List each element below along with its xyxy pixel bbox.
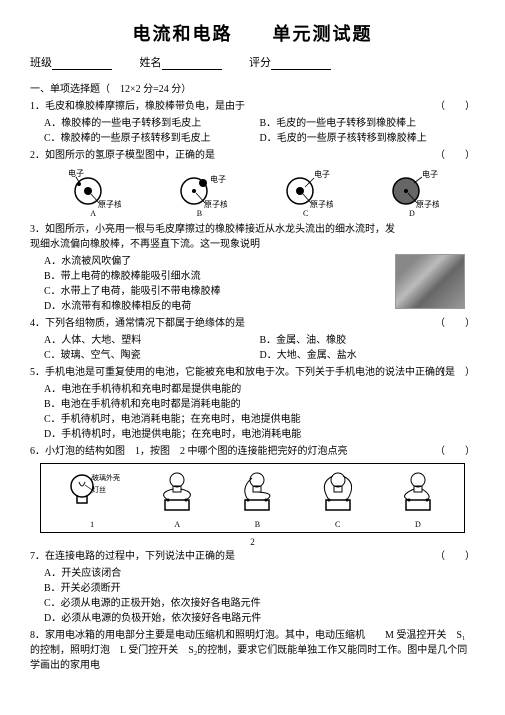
q7: 7．在连接电路的过程中，下列说法中正确的是（ ） [30,549,475,564]
score-label: 评分 [249,54,271,70]
svg-text:原子核: 原子核 [310,199,333,209]
atom-c-icon: 电子 原子核 [278,167,333,209]
circuit-a-icon [152,468,202,518]
q4-paren: （ ） [435,316,475,331]
info-row: 班级 姓名 评分 [30,54,475,70]
svg-text:原子核: 原子核 [416,199,439,209]
q6: 6．小灯泡的结构如图 1，按图 2 中哪个图的连接能把完好的灯泡点亮（ ） [30,444,475,459]
atom-a-icon: 电子 原子核 [66,167,121,209]
svg-text:灯丝: 灯丝 [92,485,106,494]
name-label: 姓名 [140,54,162,70]
score-blank [271,58,331,70]
q7-paren: （ ） [435,549,475,564]
q1: 1．毛皮和橡胶棒摩擦后，橡胶棒带负电，是由于（ ） [30,99,475,114]
svg-text:原子核: 原子核 [204,199,227,209]
q8: 8．家用电冰箱的用电部分主要是电动压缩机和照明灯泡。其中，电动压缩机 M 受温控… [30,628,475,673]
q6-paren: （ ） [435,444,475,459]
fig1-label: 1 [62,520,122,529]
q5-opt-b: B．电池在手机待机和充电时都是消耗电能的 [30,397,475,412]
circuit-b-icon [232,468,282,518]
svg-text:电子: 电子 [68,168,84,178]
q4-opt-d: D．大地、金属、盐水 [260,348,476,363]
atom-label-c: C [278,209,333,218]
q2-paren: （ ） [435,148,475,163]
q4: 4．下列各组物质，通常情况下都属于绝缘体的是（ ） [30,316,475,331]
q4-opt-a: A．人体、大地、塑料 [44,333,260,348]
q1-opt-d: D．毛皮的一些原子核转移到橡胶棒上 [260,131,476,146]
q7-opt-d: D．必须从电源的负极开始，依次接好各电路元件 [30,611,475,626]
atom-label-b: B [172,209,227,218]
section-1-heading: 一、单项选择题（ 12×2 分=24 分） [30,80,475,95]
svg-text:电子: 电子 [314,169,330,179]
circuit-c-icon [313,468,363,518]
circuit-label-b: B [232,520,282,529]
class-label: 班级 [30,54,52,70]
q3: 3．如图所示，小亮用一根与毛皮摩擦过的橡胶棒接近从水龙头流出的细水流时，发现细水… [30,222,475,252]
atom-d-icon: 电子 原子核 [384,167,439,209]
q5-paren: （ ） [435,365,475,380]
q7-opt-a: A．开关应该闭合 [30,566,475,581]
circuit-d-icon [393,468,443,518]
q1-paren: （ ） [435,99,475,114]
atom-label-d: D [384,209,439,218]
circuit-label-a: A [152,520,202,529]
atom-label-a: A [66,209,121,218]
svg-text:玻璃外壳: 玻璃外壳 [92,473,120,482]
q1-opt-a: A．橡胶棒的一些电子转移到毛皮上 [44,116,260,131]
q7-opt-c: C．必须从电源的正极开始，依次接好各电路元件 [30,596,475,611]
q4-opt-c: C．玻璃、空气、陶瓷 [44,348,260,363]
q5-opt-c: C．手机待机时，电池消耗电能；在充电时，电池提供电能 [30,412,475,427]
q7-opt-b: B．开关必须断开 [30,581,475,596]
name-blank [162,58,222,70]
q2: 2．如图所示的氢原子模型图中，正确的是（ ） [30,148,475,163]
circuit-label-c: C [313,520,363,529]
q5-opt-d: D．手机待机时，电池提供电能；在充电时，电池消耗电能 [30,427,475,442]
class-blank [52,58,112,70]
svg-text:电子: 电子 [422,169,438,179]
svg-text:电子: 电子 [210,174,226,184]
bulb-diagram-box: 玻璃外壳 灯丝 1 A B [40,463,465,533]
q4-opt-b: B．金属、油、橡胶 [260,333,476,348]
q5-opt-a: A．电池在手机待机和充电时都是提供电能的 [30,382,475,397]
q1-opt-c: C．橡胶棒的一些原子核转移到毛皮上 [44,131,260,146]
fig2-label: 2 [30,537,475,547]
atom-b-icon: 电子 原子核 [172,167,227,209]
tap-photo-icon [395,254,465,309]
atom-diagram-row: 电子 原子核 A 电子 原子核 B 电子 原子核 C [30,167,475,218]
svg-text:原子核: 原子核 [98,199,121,209]
q5: 5．手机电池是可重复使用的电池，它能被充电和放电于次。下列关于手机电池的说法中正… [30,365,475,380]
circuit-label-d: D [393,520,443,529]
q1-opt-b: B．毛皮的一些电子转移到橡胶棒上 [260,116,476,131]
page-title: 电流和电路 单元测试题 [133,24,373,44]
bulb-structure-icon: 玻璃外壳 灯丝 [62,468,122,518]
